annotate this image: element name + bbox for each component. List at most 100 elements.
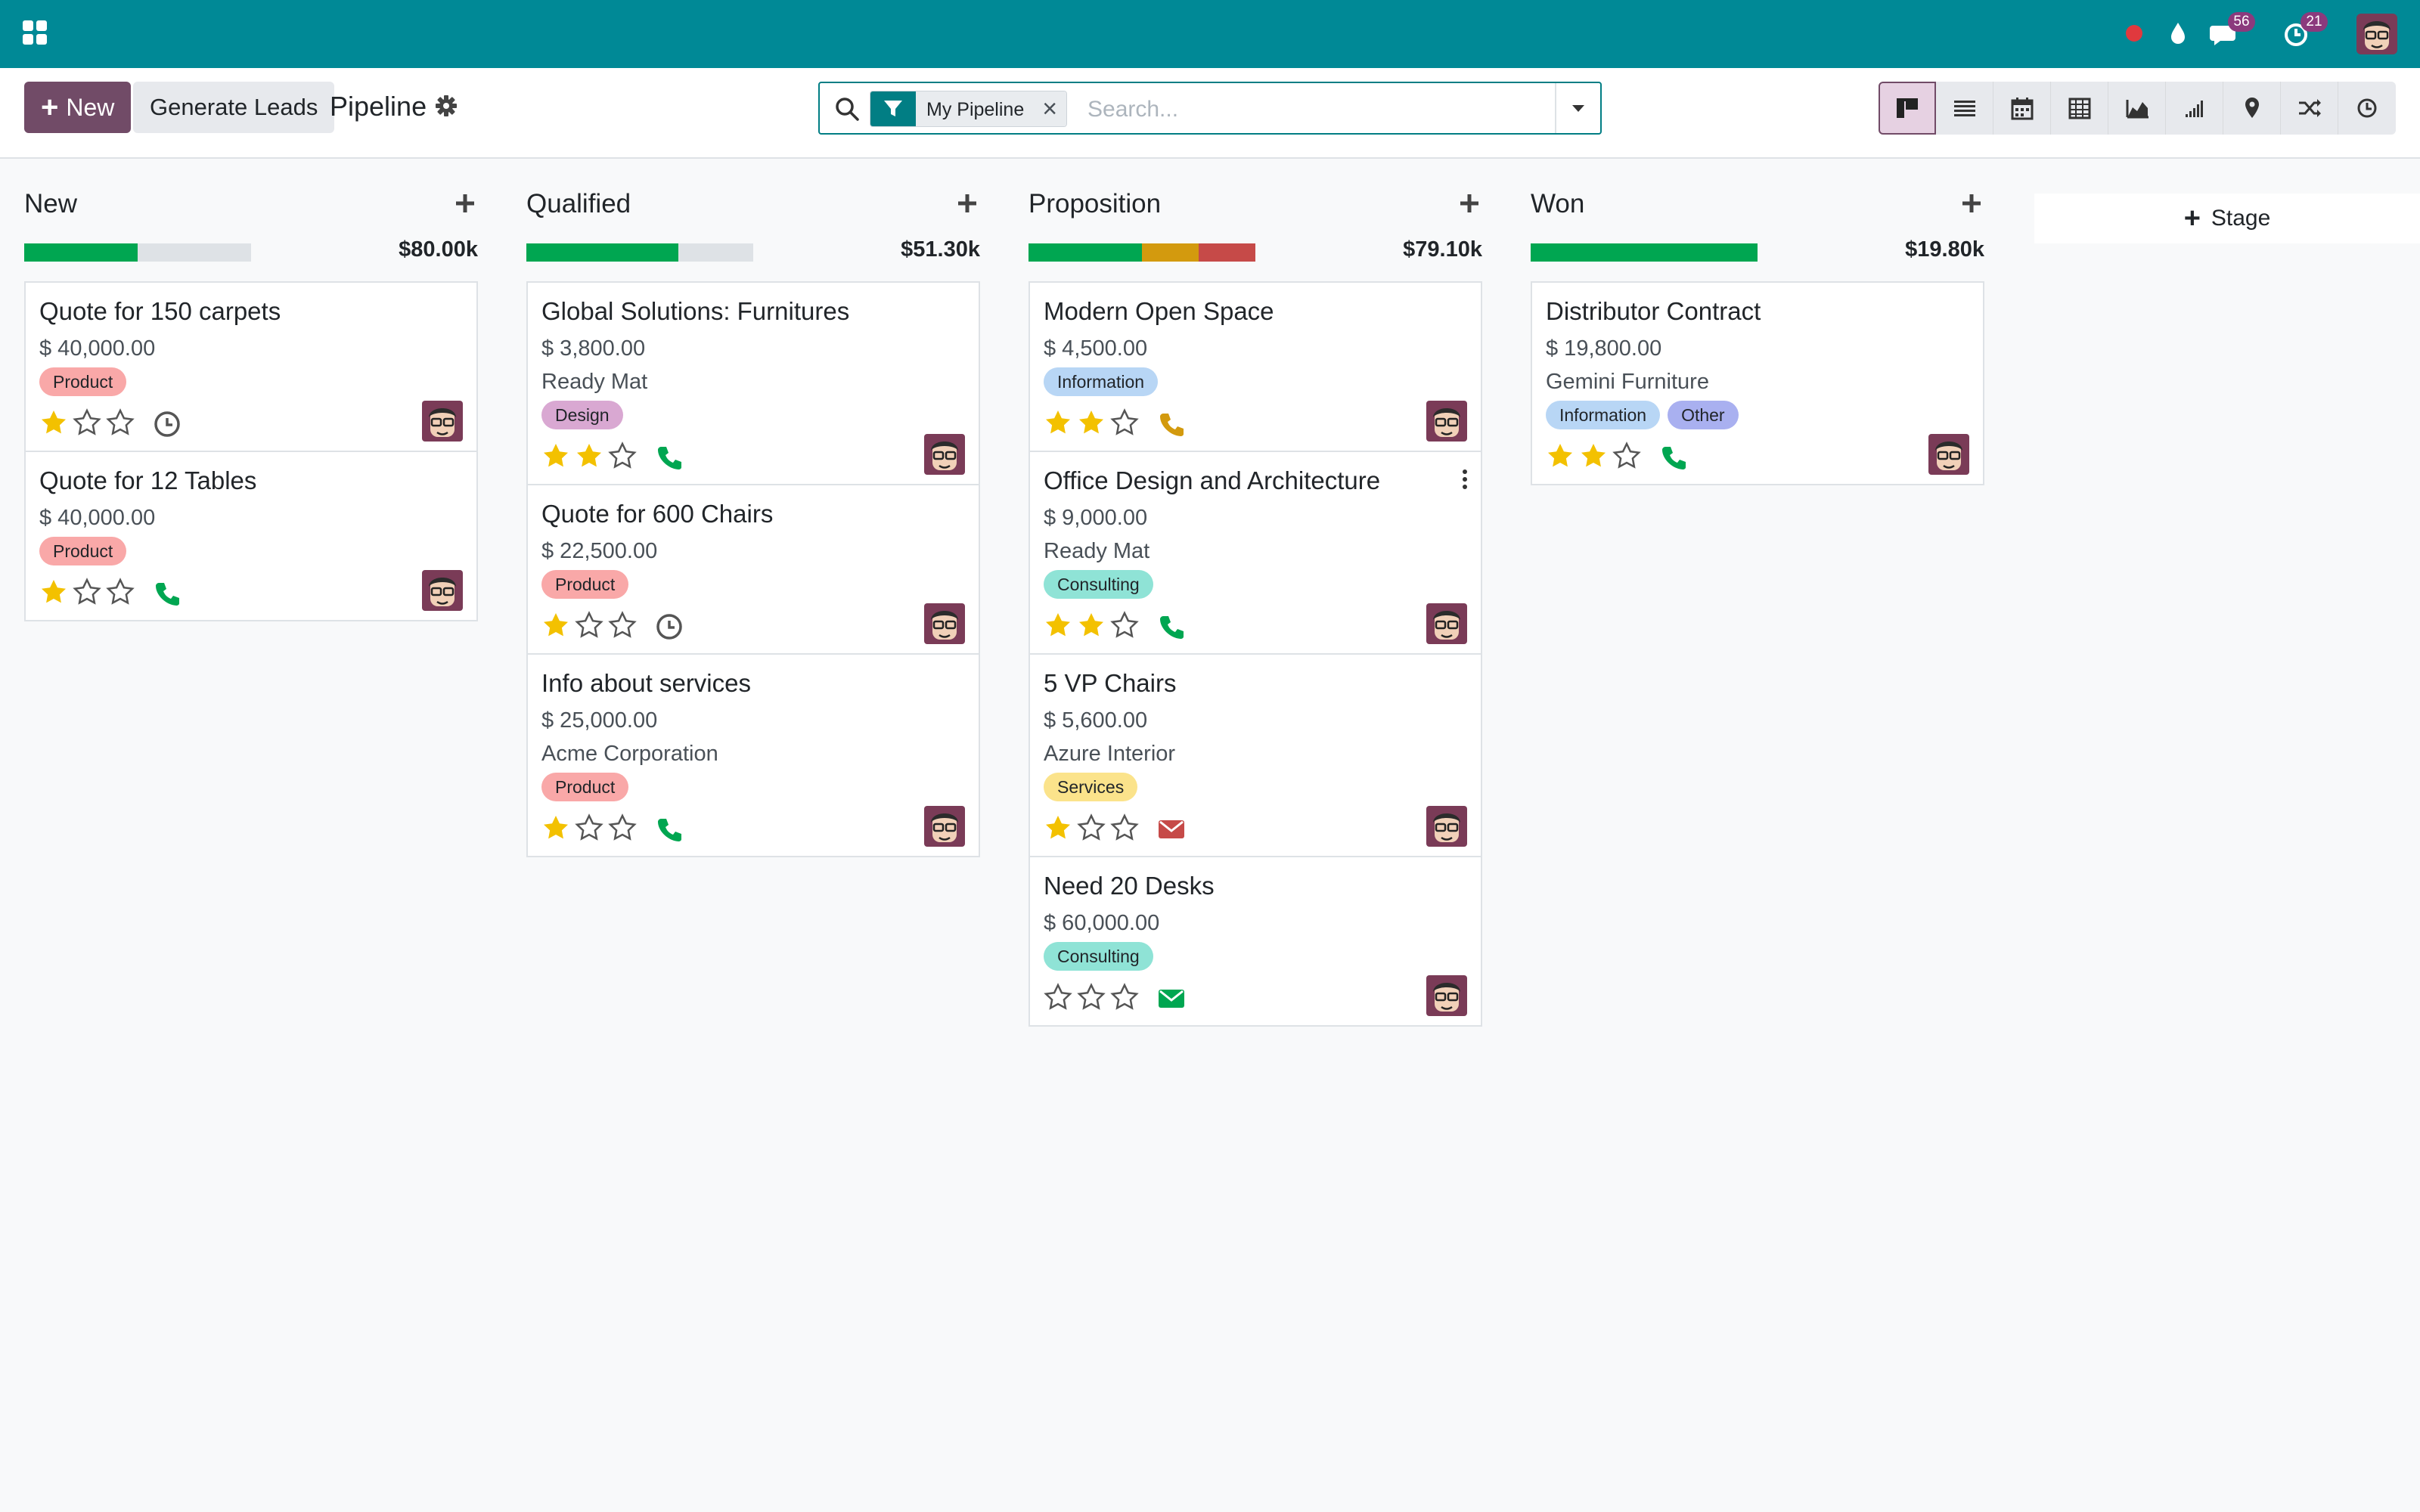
star-empty-icon[interactable] — [608, 611, 637, 640]
mail-icon[interactable] — [1157, 815, 1186, 844]
star-empty-icon[interactable] — [608, 442, 637, 470]
droplet-icon[interactable] — [2161, 17, 2195, 50]
opportunity-card[interactable]: Modern Open Space $ 4,500.00 Information — [1030, 283, 1481, 452]
avatar[interactable] — [1426, 975, 1467, 1016]
clock-icon[interactable]: 21 — [2281, 12, 2328, 50]
star-empty-icon[interactable] — [73, 408, 101, 437]
column-title[interactable]: Qualified — [526, 189, 631, 218]
star-empty-icon[interactable] — [1612, 442, 1641, 470]
quick-create-icon[interactable] — [954, 191, 980, 216]
calendar-view-button[interactable] — [1993, 82, 2051, 135]
star-empty-icon[interactable] — [1044, 983, 1072, 1012]
opportunity-card[interactable]: Quote for 600 Chairs $ 22,500.00 Product — [528, 485, 979, 655]
star-empty-icon[interactable] — [1110, 813, 1139, 842]
avatar[interactable] — [1928, 434, 1969, 475]
list-view-button[interactable] — [1936, 82, 1993, 135]
star-filled-icon[interactable] — [1044, 611, 1072, 640]
star-empty-icon[interactable] — [1110, 408, 1139, 437]
avatar[interactable] — [1426, 603, 1467, 644]
star-empty-icon[interactable] — [1110, 983, 1139, 1012]
activity-view-button[interactable] — [2338, 82, 2396, 135]
phone-icon[interactable] — [655, 815, 684, 844]
opportunity-card[interactable]: Office Design and Architecture $ 9,000.00… — [1030, 452, 1481, 655]
progress-segment[interactable] — [1142, 243, 1199, 262]
star-filled-icon[interactable] — [39, 408, 68, 437]
progress-segment[interactable] — [526, 243, 678, 262]
star-empty-icon[interactable] — [575, 813, 603, 842]
kanban-view-button[interactable] — [1879, 82, 1936, 135]
star-filled-icon[interactable] — [541, 611, 570, 640]
column-title[interactable]: Proposition — [1028, 189, 1162, 218]
opportunity-card[interactable]: Distributor Contract $ 19,800.00 Gemini Fu… — [1532, 283, 1983, 484]
quick-create-icon[interactable] — [1457, 191, 1482, 216]
add-stage-button[interactable]: + Stage — [2034, 194, 2420, 243]
phone-icon[interactable] — [1157, 612, 1186, 641]
user-avatar[interactable] — [2356, 14, 2397, 54]
star-empty-icon[interactable] — [106, 578, 135, 606]
activity-flow-view-button[interactable] — [2281, 82, 2338, 135]
opportunity-card[interactable]: Need 20 Desks $ 60,000.00 Consulting — [1030, 857, 1481, 1025]
new-button[interactable]: + New — [24, 82, 132, 133]
chat-icon[interactable]: 56 — [2208, 12, 2255, 50]
avatar[interactable] — [1426, 401, 1467, 442]
avatar[interactable] — [422, 570, 463, 611]
red-dot-icon[interactable] — [2118, 17, 2151, 50]
avatar[interactable] — [924, 806, 965, 847]
star-filled-icon[interactable] — [575, 442, 603, 470]
star-empty-icon[interactable] — [1077, 813, 1106, 842]
opportunity-card[interactable]: Global Solutions: Furnitures $ 3,800.00 Re… — [528, 283, 979, 485]
clock-icon[interactable] — [153, 410, 182, 438]
star-filled-icon[interactable] — [39, 578, 68, 606]
remove-facet-icon[interactable]: × — [1033, 91, 1067, 126]
star-filled-icon[interactable] — [1044, 408, 1072, 437]
gear-icon[interactable] — [434, 94, 458, 118]
column-progress-bar[interactable] — [1531, 243, 1758, 262]
column-title[interactable]: New — [24, 189, 78, 218]
star-filled-icon[interactable] — [1546, 442, 1575, 470]
star-filled-icon[interactable] — [541, 442, 570, 470]
generate-leads-button[interactable]: Generate Leads — [133, 82, 335, 133]
column-progress-bar[interactable] — [24, 243, 251, 262]
search-input[interactable] — [1087, 92, 1571, 127]
opportunity-card[interactable]: 5 VP Chairs $ 5,600.00 Azure Interior Servi… — [1030, 655, 1481, 857]
kebab-menu-icon[interactable] — [1460, 466, 1470, 496]
opportunity-card[interactable]: Quote for 150 carpets $ 40,000.00 Product — [26, 283, 476, 452]
clock-icon[interactable] — [655, 612, 684, 641]
column-title[interactable]: Won — [1531, 189, 1585, 218]
avatar[interactable] — [422, 401, 463, 442]
column-progress-bar[interactable] — [1028, 243, 1255, 262]
progress-segment[interactable] — [1199, 243, 1255, 262]
star-filled-icon[interactable] — [1579, 442, 1608, 470]
quick-create-icon[interactable] — [452, 191, 478, 216]
caret-down-icon[interactable] — [1555, 83, 1600, 133]
column-progress-bar[interactable] — [526, 243, 753, 262]
star-filled-icon[interactable] — [1077, 611, 1106, 640]
phone-icon[interactable] — [655, 443, 684, 472]
progress-segment[interactable] — [24, 243, 138, 262]
star-empty-icon[interactable] — [73, 578, 101, 606]
star-filled-icon[interactable] — [541, 813, 570, 842]
phone-icon[interactable] — [153, 579, 182, 608]
progress-segment[interactable] — [1531, 243, 1758, 262]
pivot-view-button[interactable] — [2051, 82, 2108, 135]
progress-segment[interactable] — [1028, 243, 1142, 262]
opportunity-card[interactable]: Info about services $ 25,000.00 Acme Corpo… — [528, 655, 979, 856]
phone-icon[interactable] — [1157, 410, 1186, 438]
cohort-view-button[interactable] — [2166, 82, 2223, 135]
graph-view-button[interactable] — [2108, 82, 2166, 135]
star-empty-icon[interactable] — [1077, 983, 1106, 1012]
phone-icon[interactable] — [1659, 443, 1688, 472]
star-empty-icon[interactable] — [106, 408, 135, 437]
apps-grid-icon[interactable] — [23, 20, 47, 45]
star-empty-icon[interactable] — [608, 813, 637, 842]
quick-create-icon[interactable] — [1959, 191, 1984, 216]
star-empty-icon[interactable] — [1110, 611, 1139, 640]
star-filled-icon[interactable] — [1044, 813, 1072, 842]
star-filled-icon[interactable] — [1077, 408, 1106, 437]
avatar[interactable] — [1426, 806, 1467, 847]
avatar[interactable] — [924, 603, 965, 644]
star-empty-icon[interactable] — [575, 611, 603, 640]
opportunity-card[interactable]: Quote for 12 Tables $ 40,000.00 Product — [26, 452, 476, 620]
map-view-button[interactable] — [2223, 82, 2281, 135]
mail-icon[interactable] — [1157, 984, 1186, 1013]
